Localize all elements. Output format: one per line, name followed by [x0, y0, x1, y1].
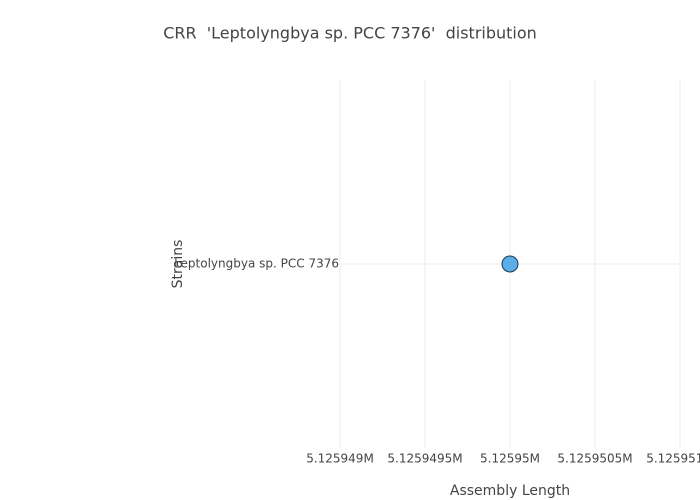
chart-title: CRR 'Leptolyngbya sp. PCC 7376' distribu…: [163, 24, 537, 43]
x-tick-label: 5.125949M: [306, 452, 374, 466]
point: [501, 255, 519, 273]
x-tick-label: 5.125951M: [646, 452, 700, 466]
x-axis-title: Assembly Length: [450, 483, 570, 499]
x-tick-label: 5.12595M: [480, 452, 540, 466]
x-tick-label: 5.1259495M: [387, 452, 462, 466]
x-tick-label: 5.1259505M: [557, 452, 632, 466]
y-tick-label: Leptolyngbya sp. PCC 7376: [174, 257, 339, 271]
y-axis-title: Strains: [170, 240, 186, 289]
